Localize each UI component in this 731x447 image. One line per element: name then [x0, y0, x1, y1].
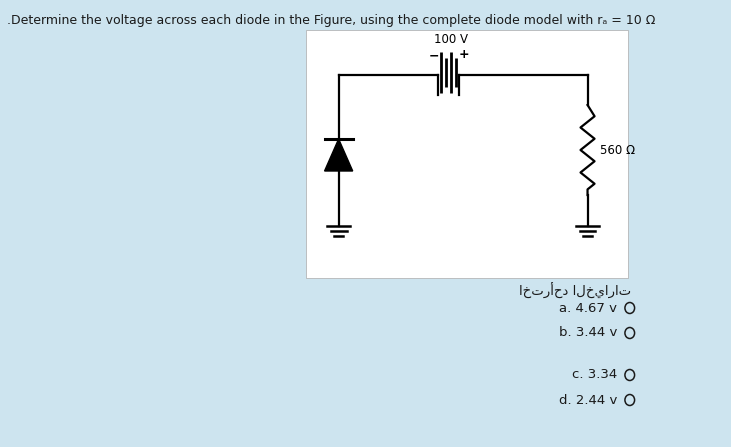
Text: 100 V: 100 V [434, 33, 469, 46]
Text: اخترأحد الخيارات: اخترأحد الخيارات [520, 283, 632, 299]
FancyBboxPatch shape [306, 30, 628, 278]
Text: b. 3.44 v: b. 3.44 v [559, 326, 618, 340]
Text: a. 4.67 v: a. 4.67 v [559, 301, 618, 315]
Text: c. 3.34: c. 3.34 [572, 368, 618, 381]
Text: .Determine the voltage across each diode in the Figure, using the complete diode: .Determine the voltage across each diode… [7, 14, 656, 27]
Text: −: − [428, 50, 439, 63]
Polygon shape [325, 139, 352, 171]
Text: +: + [458, 47, 469, 60]
Text: d. 2.44 v: d. 2.44 v [559, 393, 618, 406]
Text: 560 Ω: 560 Ω [600, 143, 635, 156]
